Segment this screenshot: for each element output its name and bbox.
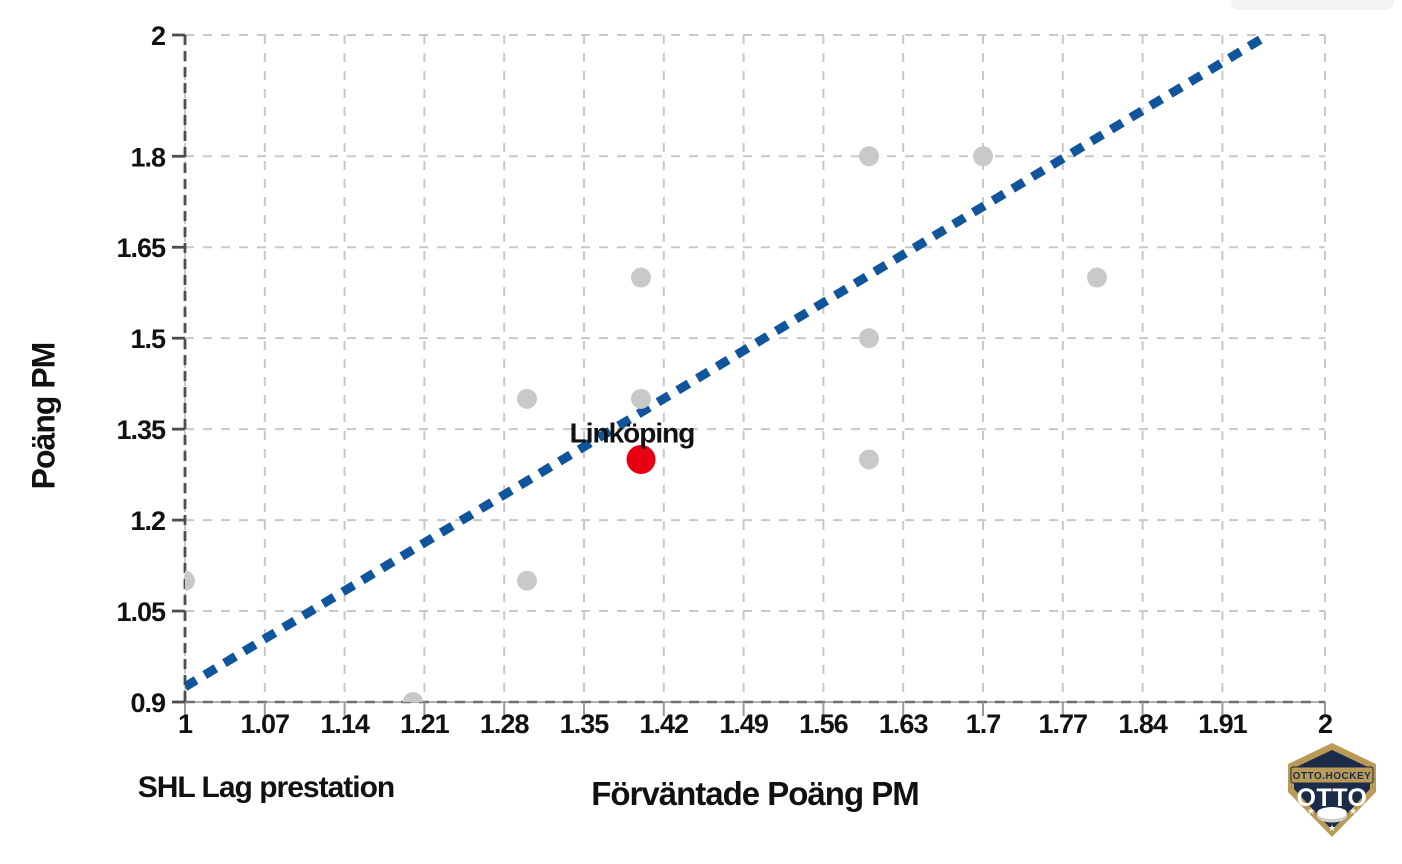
svg-text:1.77: 1.77 [1039,709,1088,739]
svg-text:1.8: 1.8 [130,142,166,172]
data-point[interactable] [403,692,423,712]
logo-banner [1290,766,1374,784]
svg-text:1.14: 1.14 [320,709,370,739]
data-point[interactable] [973,146,993,167]
data-point[interactable] [631,388,651,409]
data-point[interactable] [1087,267,1107,288]
modebar-pill[interactable] [1231,0,1394,10]
svg-text:2: 2 [151,21,165,51]
svg-text:1.05: 1.05 [116,597,166,627]
y-tick-labels: 0.9 1.05 1.2 1.35 1.5 1.65 1.8 2 [116,21,167,718]
star-icon: ★ [1356,814,1364,824]
data-point[interactable] [859,449,879,470]
svg-text:1.5: 1.5 [130,324,166,354]
data-point[interactable] [175,570,195,591]
highlighted-data-point[interactable] [626,444,656,474]
x-tick-labels: 1 1.07 1.14 1.21 1.28 1.35 1.42 1.49 1.56 1.63 1.7… [178,709,1333,739]
svg-text:1.35: 1.35 [560,709,610,739]
data-point[interactable] [631,267,651,288]
svg-text:0.9: 0.9 [130,688,166,718]
svg-text:1.28: 1.28 [480,709,530,739]
y-axis-title: Poäng PM [25,342,62,490]
x-axis-ticks [184,702,1326,716]
star-icon: ★ [1300,814,1308,824]
gridlines [184,34,1326,703]
svg-text:1.21: 1.21 [400,709,450,739]
svg-text:1.35: 1.35 [116,415,166,445]
svg-text:1.07: 1.07 [241,709,290,739]
star-icon: ★ [1307,806,1315,816]
data-point[interactable] [859,146,879,167]
highlight-point-label: Linköping [570,417,695,448]
context-title: SHL Lag prestation [137,771,395,804]
svg-text:2: 2 [1318,709,1332,739]
svg-text:1.7: 1.7 [966,709,1001,739]
trend-line[interactable] [185,35,1271,691]
data-point[interactable] [859,328,879,349]
svg-text:1.42: 1.42 [640,709,689,739]
logo-banner-text: OTTO.HOCKEY [1293,771,1372,782]
svg-text:1.56: 1.56 [799,709,849,739]
svg-text:1.49: 1.49 [719,709,769,739]
star-icon: ★ [1328,823,1336,833]
svg-text:1: 1 [178,709,193,739]
svg-text:1.63: 1.63 [879,709,929,739]
data-point[interactable] [517,388,537,409]
svg-text:1.65: 1.65 [116,233,166,263]
otto-hockey-logo: OTTO.HOCKEY OTTO ★ ★ ★ ★ ★ [1282,742,1382,840]
svg-text:1.91: 1.91 [1198,709,1248,739]
x-axis-title: Förväntade Poäng PM [591,775,920,812]
svg-text:1.2: 1.2 [130,506,165,536]
data-point[interactable] [517,570,537,591]
y-axis-ticks [172,33,185,704]
star-icon: ★ [1349,806,1357,816]
svg-text:1.84: 1.84 [1118,709,1168,739]
